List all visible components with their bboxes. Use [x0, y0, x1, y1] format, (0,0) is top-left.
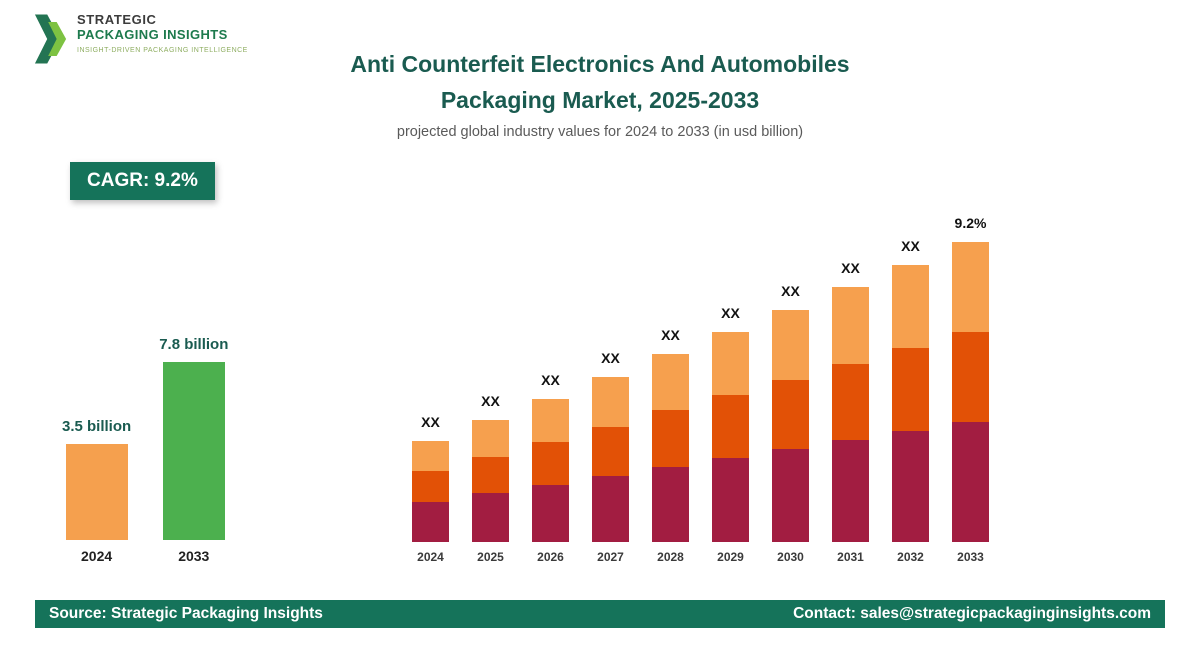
bar-value-label: XX — [841, 260, 860, 276]
bar-segment — [472, 493, 509, 542]
bar-segment — [532, 399, 569, 442]
footer-bar: Source: Strategic Packaging Insights Con… — [35, 600, 1165, 628]
stacked-bar — [712, 332, 749, 542]
bar-segment — [772, 449, 809, 542]
bar-group: XX 2030 — [772, 283, 809, 564]
footer-contact: Contact: sales@strategicpackaginginsight… — [793, 605, 1151, 622]
bar-segment — [532, 441, 569, 485]
page-title: Anti Counterfeit Electronics And Automob… — [0, 46, 1200, 118]
bar-group: XX 2029 — [712, 305, 749, 564]
bar-segment — [832, 287, 869, 364]
bar-value-label: XX — [901, 238, 920, 254]
bar-segment — [412, 471, 449, 502]
summary-year-label: 2024 — [81, 548, 113, 564]
bar-group: XX 2024 — [412, 414, 449, 564]
bar-value-label: XX — [781, 283, 800, 299]
logo-line2: PACKAGING INSIGHTS — [77, 27, 228, 42]
bar-value-label: XX — [661, 327, 680, 343]
stacked-bar — [652, 354, 689, 543]
bar-year-label: 2027 — [597, 550, 624, 564]
bar-segment — [712, 458, 749, 542]
bar-year-label: 2030 — [777, 550, 804, 564]
page-title-line1: Anti Counterfeit Electronics And Automob… — [350, 51, 850, 77]
bar-segment — [952, 422, 989, 542]
bar-group: XX 2028 — [652, 327, 689, 564]
stacked-bar — [772, 310, 809, 542]
summary-bar — [65, 444, 128, 540]
page-subtitle: projected global industry values for 202… — [396, 124, 804, 140]
footer-source: Source: Strategic Packaging Insights — [49, 605, 323, 622]
bar-year-label: 2025 — [477, 550, 504, 564]
summary-value-label: 7.8 billion — [159, 336, 229, 353]
bar-value-label: XX — [541, 372, 560, 388]
stacked-bar — [592, 377, 629, 542]
summary-bar-group: 3.5 billion 2024 — [62, 418, 131, 564]
bar-group: 9.2% 2033 — [952, 215, 989, 564]
bar-group: XX 2032 — [892, 238, 929, 564]
cagr-badge: CAGR: 9.2% — [70, 162, 215, 200]
summary-bar — [162, 362, 225, 540]
bar-year-label: 2031 — [837, 550, 864, 564]
stacked-bar — [832, 287, 869, 542]
bar-segment — [412, 441, 449, 472]
bar-segment — [652, 410, 689, 467]
bar-group: XX 2031 — [832, 260, 869, 564]
bar-segment — [712, 395, 749, 458]
bar-segment — [712, 332, 749, 395]
stacked-bar — [892, 265, 929, 542]
bar-segment — [472, 456, 509, 494]
stacked-bar — [472, 420, 509, 542]
bar-value-label: XX — [601, 350, 620, 366]
logo-tagline: INSIGHT-DRIVEN PACKAGING INTELLIGENCE — [77, 47, 248, 54]
bar-segment — [652, 466, 689, 543]
bar-group: XX 2026 — [532, 372, 569, 564]
bar-year-label: 2028 — [657, 550, 684, 564]
page-title-line2: Packaging Market, 2025-2033 — [440, 87, 760, 113]
bar-year-label: 2032 — [897, 550, 924, 564]
bar-segment — [772, 310, 809, 380]
bar-year-label: 2029 — [717, 550, 744, 564]
stacked-bar-chart: XX 2024 XX 2025 XX 2026 XX 2027 XX 2028 XX 2029 XX 20… — [412, 215, 989, 564]
bar-year-label: 2026 — [537, 550, 564, 564]
summary-year-label: 2033 — [178, 548, 210, 564]
bar-segment — [952, 332, 989, 422]
bar-segment — [892, 431, 929, 542]
summary-bar-group: 7.8 billion 2033 — [159, 336, 228, 564]
stacked-bar — [412, 441, 449, 542]
bar-segment — [772, 379, 809, 450]
bar-value-label: XX — [481, 393, 500, 409]
bar-segment — [592, 377, 629, 427]
bar-segment — [952, 242, 989, 332]
logo-text: STRATEGIC PACKAGING INSIGHTS INSIGHT-DRI… — [77, 12, 248, 54]
bar-segment — [472, 420, 509, 457]
summary-chart: 3.5 billion 2024 7.8 billion 2033 — [62, 336, 228, 564]
bar-value-label: XX — [721, 305, 740, 321]
bar-group: XX 2025 — [472, 393, 509, 564]
bar-segment — [532, 484, 569, 543]
bar-year-label: 2033 — [957, 550, 984, 564]
header: Anti Counterfeit Electronics And Automob… — [0, 46, 1200, 140]
bar-value-label: 9.2% — [954, 215, 987, 231]
bar-segment — [652, 354, 689, 411]
stacked-bar — [532, 399, 569, 543]
bar-segment — [832, 440, 869, 542]
bar-segment — [892, 348, 929, 432]
summary-value-label: 3.5 billion — [62, 418, 132, 435]
bar-segment — [592, 426, 629, 476]
bar-value-label: XX — [421, 414, 440, 430]
bar-segment — [892, 265, 929, 349]
bar-segment — [412, 501, 449, 542]
brand-logo: STRATEGIC PACKAGING INSIGHTS INSIGHT-DRI… — [34, 12, 248, 71]
logo-line1: STRATEGIC — [77, 12, 157, 27]
stacked-bar — [952, 242, 989, 542]
bar-segment — [592, 476, 629, 542]
bar-group: XX 2027 — [592, 350, 629, 564]
bar-year-label: 2024 — [417, 550, 444, 564]
bar-segment — [832, 363, 869, 440]
chevron-logo-icon — [34, 12, 68, 71]
